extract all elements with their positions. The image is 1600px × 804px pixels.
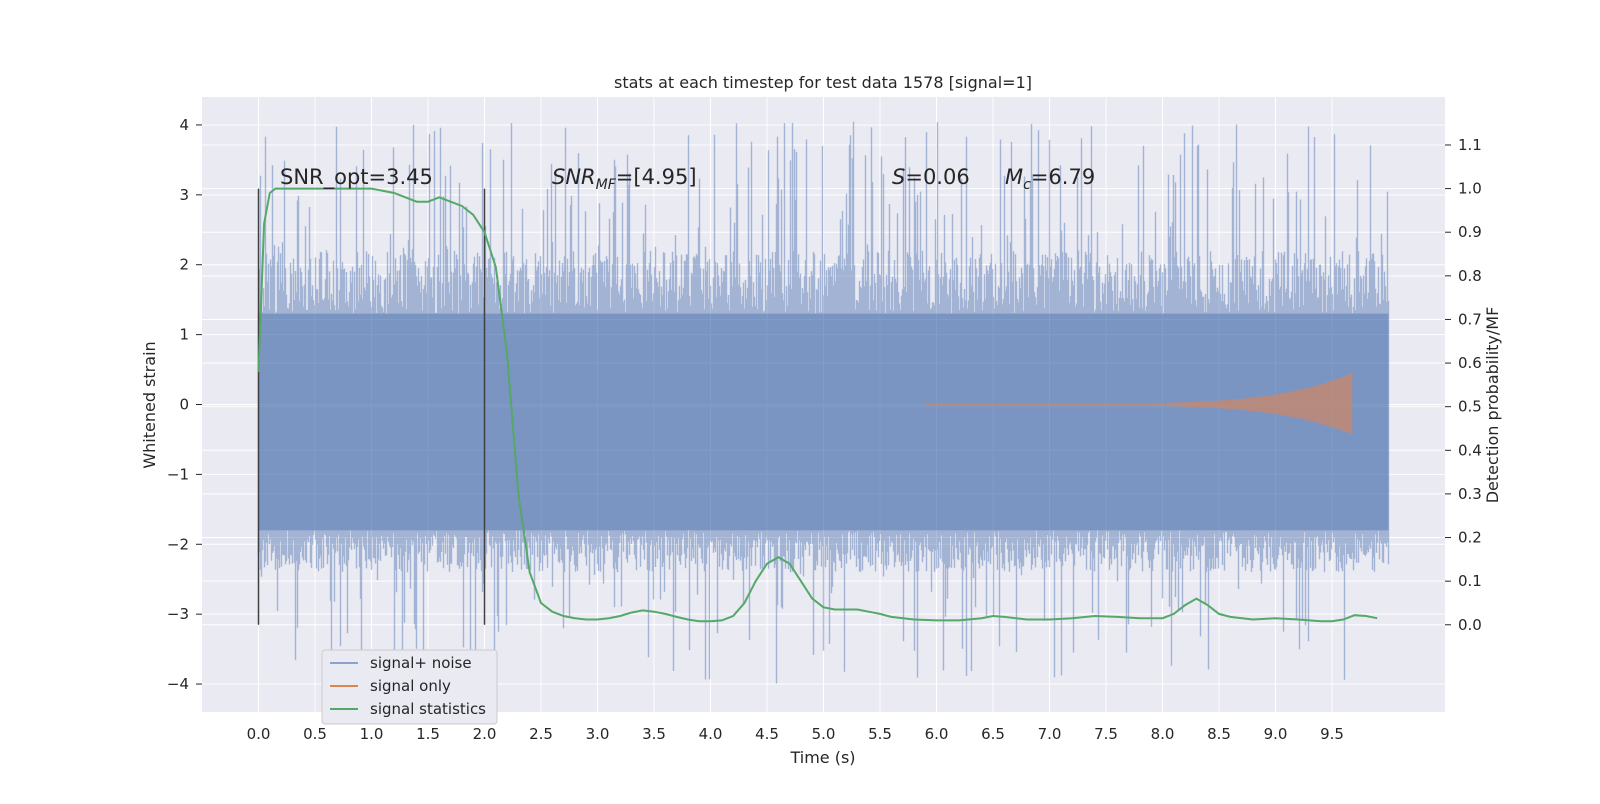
y-right-tick-label: 1.1 — [1458, 136, 1482, 154]
y-axis-label-right: Detection probability/MF — [1483, 307, 1502, 504]
x-tick-label: 4.5 — [755, 725, 779, 743]
annotations: SNR_opt=3.45 SNRMF=[4.95] S=0.06 Mc=6.79 — [280, 165, 1095, 193]
x-tick-label: 3.0 — [586, 725, 610, 743]
annotation-snr-mf: SNRMF=[4.95] — [552, 165, 697, 193]
signal-statistics-line — [257, 187, 1378, 623]
legend-label-noise: signal+ noise — [370, 654, 472, 672]
y-tick-label: −3 — [167, 605, 189, 623]
x-tick-label: 8.0 — [1151, 725, 1175, 743]
y-right-tick-label: 1.0 — [1458, 180, 1482, 198]
signal-statistics-series — [257, 187, 1378, 623]
y-right-tick-label: 0.1 — [1458, 572, 1482, 590]
x-tick-label: 5.5 — [868, 725, 892, 743]
y-right-tick-label: 0.9 — [1458, 223, 1482, 241]
y-tick-label: −1 — [167, 465, 189, 483]
x-tick-label: 7.5 — [1094, 725, 1118, 743]
legend-label-stats: signal statistics — [370, 700, 486, 718]
y-tick-label: 3 — [179, 186, 189, 204]
y-right-tick-label: 0.5 — [1458, 398, 1482, 416]
signal-only-envelope — [925, 373, 1353, 435]
x-tick-label: 7.0 — [1038, 725, 1062, 743]
y-right-tick-label: 0.0 — [1458, 616, 1482, 634]
y-ticks-right: 1.1 1.0 0.9 0.8 0.7 0.6 0.5 0.4 0.3 0.2 0.1 0.0 — [1445, 136, 1482, 634]
y-tick-label: 0 — [179, 396, 189, 414]
y-tick-label: 4 — [179, 116, 189, 134]
annotation-mc: Mc=6.79 — [1005, 165, 1095, 193]
y-tick-label: −2 — [167, 535, 189, 553]
x-tick-label: 2.5 — [529, 725, 553, 743]
y-tick-label: −4 — [167, 675, 189, 693]
y-tick-label: 2 — [179, 256, 189, 274]
y-ticks-left: 4 3 2 1 0 −1 −2 −3 −4 — [167, 116, 202, 693]
y-right-tick-label: 0.2 — [1458, 529, 1482, 547]
signal-noise-series — [257, 121, 1390, 684]
x-tick-label: 6.0 — [925, 725, 949, 743]
y-right-tick-label: 0.6 — [1458, 354, 1482, 372]
y-right-tick-label: 0.8 — [1458, 267, 1482, 285]
x-tick-label: 0.5 — [303, 725, 327, 743]
vertical-markers — [257, 188, 486, 625]
x-tick-label: 9.0 — [1264, 725, 1288, 743]
y-right-tick-label: 0.7 — [1458, 310, 1482, 328]
x-tick-label: 9.5 — [1320, 725, 1344, 743]
y-axis-label-left: Whitened strain — [140, 341, 159, 468]
x-tick-label: 0.0 — [247, 725, 271, 743]
x-tick-label: 5.0 — [812, 725, 836, 743]
signal-only-series — [925, 373, 1353, 435]
x-tick-label: 1.0 — [360, 725, 384, 743]
noise-core-band — [258, 313, 1389, 531]
x-tick-label: 8.5 — [1207, 725, 1231, 743]
legend-label-signal: signal only — [370, 677, 451, 695]
annotation-snr-opt: SNR_opt=3.45 — [280, 165, 433, 190]
x-axis-label: Time (s) — [789, 748, 855, 767]
x-ticks: 0.0 0.5 1.0 1.5 2.0 2.5 3.0 3.5 4.0 4.5 5.0 5.5 6.0 6… — [247, 725, 1344, 743]
x-tick-label: 3.5 — [642, 725, 666, 743]
x-tick-label: 1.5 — [416, 725, 440, 743]
y-tick-label: 1 — [179, 326, 189, 344]
x-tick-label: 2.0 — [473, 725, 497, 743]
legend: signal+ noise signal only signal statist… — [321, 649, 498, 725]
x-tick-label: 4.0 — [699, 725, 723, 743]
annotation-s: S=0.06 — [892, 165, 970, 189]
y-right-tick-label: 0.4 — [1458, 441, 1482, 459]
legend-box — [321, 649, 498, 725]
y-right-tick-label: 0.3 — [1458, 485, 1482, 503]
x-tick-label: 6.5 — [981, 725, 1005, 743]
chart-title: stats at each timestep for test data 157… — [614, 73, 1032, 92]
